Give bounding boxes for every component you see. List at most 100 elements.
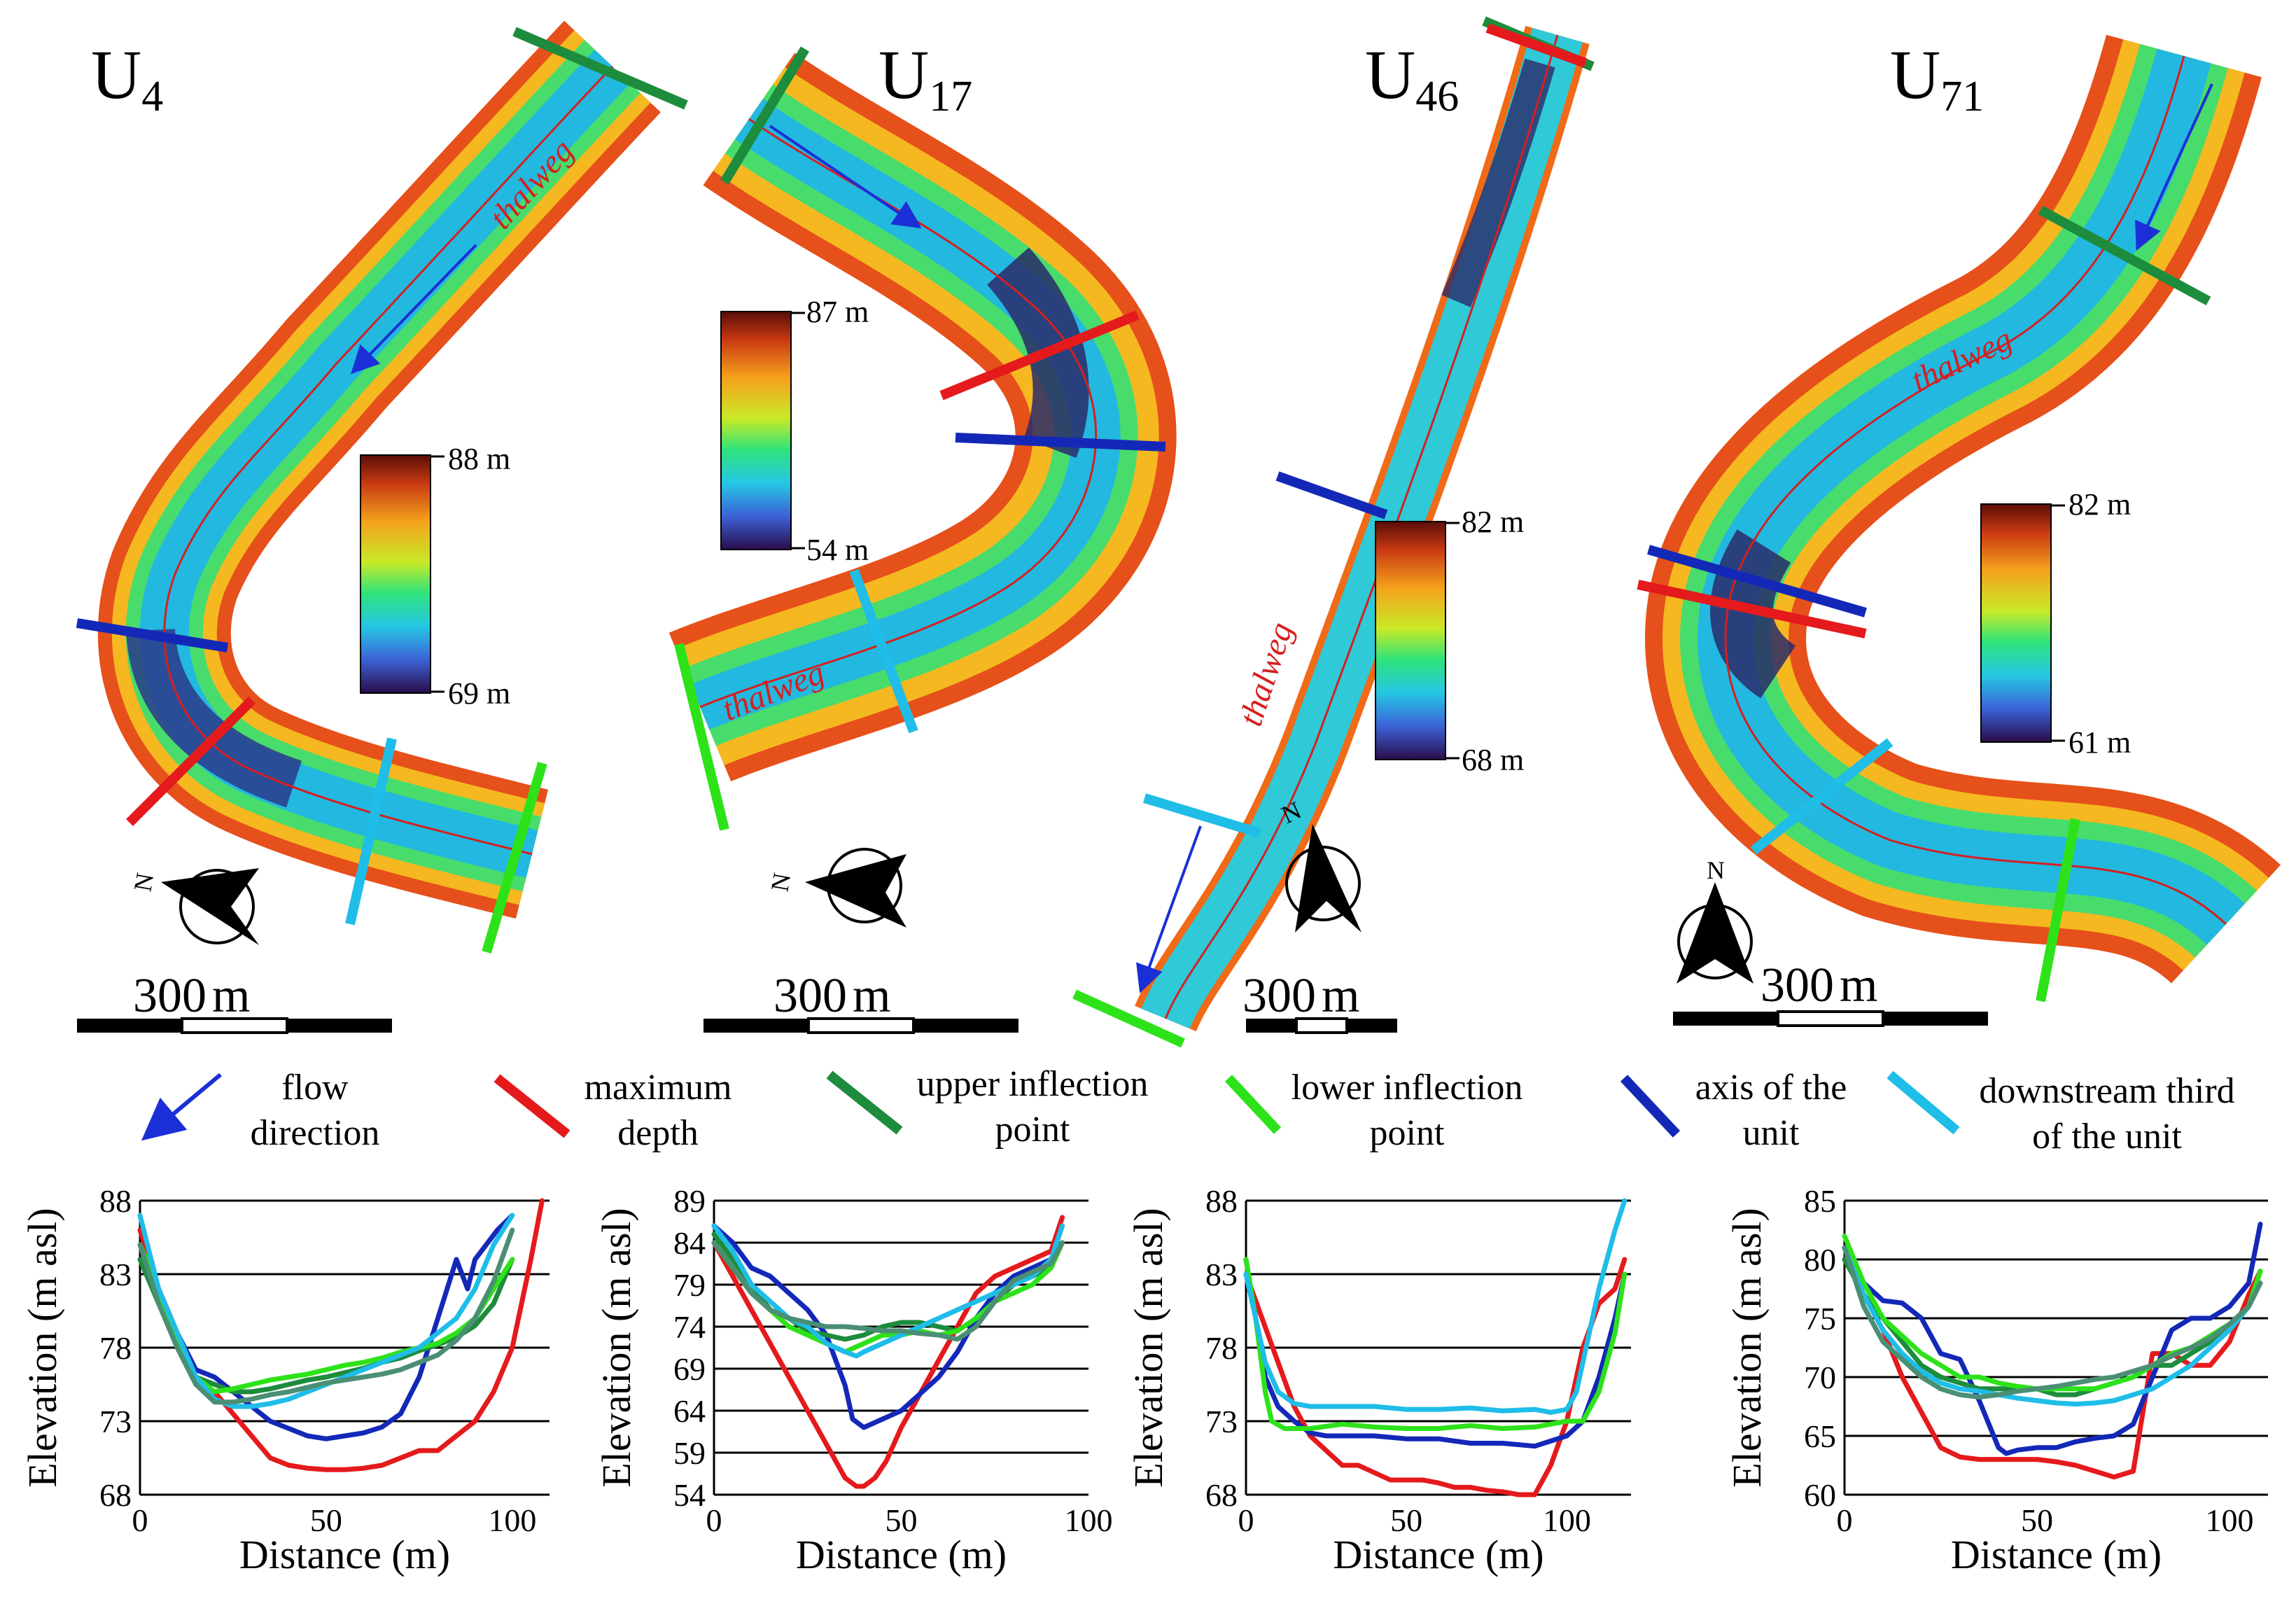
- map-U4-title: U4: [91, 36, 163, 120]
- map-U17-north-label: N: [765, 871, 796, 894]
- series-line-u71-downstream-third: [1842, 1245, 2263, 1407]
- map-U17-flow-arrow: [769, 125, 922, 229]
- map-U71-lower-inflection: [2036, 818, 2080, 1003]
- x-axis-title-u4: Distance (m): [239, 1532, 450, 1577]
- map-U17-scalebar-mid: [807, 1017, 915, 1034]
- map-U17-axis: [955, 433, 1166, 452]
- map-U46-colorbar-max: 82 m: [1462, 505, 1524, 539]
- legend-item-downstream-third: downstream third of the unit: [1886, 1070, 2235, 1157]
- map-U46-thalweg-label: thalweg: [1232, 617, 1300, 730]
- map-U46-scale-label: 300 m: [1242, 969, 1359, 1023]
- legend-downstream-third-line: [1886, 1070, 1960, 1135]
- ytick-label-u17-79: 79: [673, 1267, 706, 1303]
- map-U46-title: U46: [1365, 36, 1459, 120]
- legend-item-lower-inflection: lower inflection point: [1224, 1068, 1522, 1153]
- ytick-label-u17-59: 59: [673, 1435, 706, 1471]
- x-axis-title-u71: Distance (m): [1951, 1532, 2162, 1577]
- series-line-u4-series-gray: [137, 1227, 515, 1405]
- ytick-label-u71-75: 75: [1804, 1301, 1836, 1336]
- ytick-label-u71-65: 65: [1804, 1418, 1836, 1454]
- map-U17-title-letter: U: [878, 36, 929, 113]
- xtick-label-u46-50: 50: [1390, 1502, 1422, 1538]
- map-U4-north-label: N: [128, 871, 159, 894]
- ytick-label-u17-84: 84: [673, 1225, 706, 1261]
- series-line-u17-axis: [711, 1223, 1065, 1430]
- legend-item-flow: flow direction: [141, 1068, 379, 1153]
- map-U71-downstream-third: [1750, 738, 1893, 855]
- map-U17-colorbar: [720, 311, 792, 550]
- map-U4-title-sub: 4: [141, 73, 163, 120]
- y-axis-title-u46: Elevation (m asl): [1126, 1208, 1171, 1487]
- series-line-u71-axis: [1842, 1222, 2263, 1456]
- xtick-label-u4-100: 100: [488, 1502, 536, 1538]
- legend-upper-inflection-label-2: point: [995, 1110, 1070, 1150]
- map-U17-scalebar-right: [913, 1019, 1018, 1033]
- legend-maximum-depth-line: [493, 1074, 570, 1138]
- series-line-u71-upper-inflection: [1842, 1257, 2263, 1397]
- map-U4-title-letter: U: [91, 36, 141, 113]
- map-U71-max-depth: [1637, 580, 1867, 638]
- map-U17-colorbar-max: 87 m: [806, 295, 869, 329]
- map-U46: thalweg 82 m 68 m U46 N 300 m: [1072, 16, 1595, 1048]
- map-U4-pool: [126, 628, 302, 808]
- map-U17-lower-inflection: [674, 643, 729, 831]
- map-U4-scalebar-mid: [181, 1017, 288, 1034]
- ytick-label-u17-74: 74: [673, 1309, 706, 1345]
- ytick-label-u4-73: 73: [99, 1404, 132, 1439]
- map-U17-downstream-third: [849, 568, 918, 734]
- xtick-label-u71-0: 0: [1837, 1502, 1853, 1538]
- map-U46-north-arrow: N: [1277, 796, 1362, 933]
- map-U4-flow-arrow: [351, 244, 477, 375]
- map-U46-title-letter: U: [1365, 36, 1415, 113]
- map-U46-downstream-third: [1142, 793, 1262, 838]
- map-U4: thalweg 88 m 69 m U4 N 300 m: [76, 20, 688, 1034]
- map-U17-max-depth: [939, 310, 1140, 400]
- xtick-label-u4-0: 0: [132, 1502, 148, 1538]
- map-U46-colorbar-min: 68 m: [1462, 743, 1524, 777]
- map-U17: thalweg 87 m 54 m U17 N 300 m: [668, 36, 1177, 1034]
- xtick-label-u71-100: 100: [2206, 1502, 2254, 1538]
- map-U4-north-arrow: N: [128, 868, 259, 945]
- profile-chart-u71: 60 65 70 75 80 85 0 50 100 Distance (m) Elevation …: [1724, 1183, 2268, 1577]
- ytick-label-u71-80: 80: [1804, 1242, 1836, 1278]
- xtick-label-u4-50: 50: [310, 1502, 342, 1538]
- ytick-label-u71-60: 60: [1804, 1477, 1836, 1513]
- map-U17-pool: [986, 247, 1089, 459]
- xtick-label-u17-50: 50: [886, 1502, 918, 1538]
- map-U17-title: U17: [878, 36, 972, 120]
- ytick-label-u4-88: 88: [99, 1183, 132, 1219]
- series-line-u46-downstream-third: [1243, 1198, 1628, 1415]
- map-U71-flow-arrow: [2135, 83, 2213, 251]
- map-U46-scalebar-right: [1347, 1019, 1397, 1033]
- legend-lower-inflection-label-2: point: [1370, 1113, 1445, 1153]
- ytick-label-u46-73: 73: [1205, 1404, 1238, 1439]
- y-axis-title-u17: Elevation (m asl): [594, 1208, 639, 1487]
- map-U17-scalebar-left: [704, 1019, 808, 1033]
- map-U4-thalweg-line: [163, 65, 614, 856]
- legend-upper-inflection-label-1: upper inflection: [917, 1064, 1149, 1104]
- map-U4-scale-label: 300 m: [133, 969, 250, 1023]
- map-U71-colorbar-max: 82 m: [2068, 487, 2131, 522]
- xtick-label-u17-100: 100: [1065, 1502, 1113, 1538]
- legend-lower-inflection-line: [1224, 1075, 1282, 1134]
- maps-row: thalweg 88 m 69 m U4 N 300 m: [76, 16, 2281, 1048]
- legend-axis-line: [1620, 1075, 1681, 1138]
- map-U17-upper-inflection: [720, 46, 809, 185]
- map-U71-scale-label: 300 m: [1760, 958, 1877, 1012]
- map-U46-axis: [1275, 471, 1388, 519]
- map-U71-title-letter: U: [1890, 36, 1940, 113]
- legend-axis-label-1: axis of the: [1695, 1068, 1847, 1108]
- map-U71-colorbar-min: 61 m: [2068, 725, 2131, 760]
- map-U71-scalebar-right: [1883, 1012, 1988, 1026]
- profile-chart-u17: 54 59 64 69 74 79 84 89 0 50 100 Distance (m) Elevat…: [594, 1183, 1113, 1577]
- map-U71-pool: [1710, 529, 1797, 699]
- legend-upper-inflection-line: [826, 1070, 903, 1135]
- xtick-label-u17-0: 0: [706, 1502, 722, 1538]
- ytick-label-u17-54: 54: [673, 1477, 706, 1513]
- map-U4-colorbar-min: 69 m: [448, 676, 510, 711]
- map-U4-max-depth: [126, 697, 255, 826]
- map-U71-north-arrow: N: [1676, 856, 1754, 984]
- map-U4-downstream-third: [345, 737, 397, 926]
- map-U71-axis: [1647, 545, 1867, 617]
